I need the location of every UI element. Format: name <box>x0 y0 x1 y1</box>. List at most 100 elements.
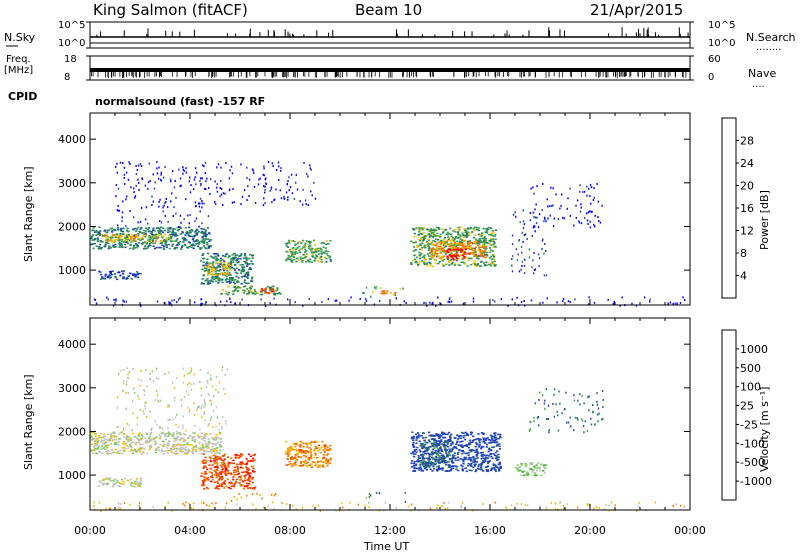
data-cell <box>480 432 483 434</box>
data-cell <box>136 169 139 171</box>
data-cell <box>475 254 478 257</box>
data-cell <box>449 437 452 439</box>
data-cell <box>217 278 220 281</box>
data-cell <box>209 399 211 402</box>
data-cell <box>237 261 241 263</box>
power-ytick-label: 4000 <box>58 133 86 146</box>
data-cell <box>199 179 201 182</box>
data-cell <box>476 457 479 459</box>
data-cell <box>420 461 423 463</box>
data-cell <box>179 297 181 300</box>
data-cell <box>447 238 450 241</box>
data-cell <box>430 438 433 441</box>
data-cell <box>296 257 299 260</box>
data-cell <box>253 289 256 291</box>
data-cell <box>511 255 514 258</box>
data-cell <box>497 456 500 459</box>
data-cell <box>291 455 294 458</box>
data-cell <box>97 233 100 235</box>
data-cell <box>309 450 312 452</box>
data-cell <box>545 220 547 223</box>
data-cell <box>302 451 305 454</box>
data-cell <box>204 480 207 482</box>
data-cell <box>114 276 117 279</box>
data-cell <box>334 299 336 302</box>
data-cell <box>135 450 138 452</box>
data-cell <box>218 443 221 446</box>
data-cell <box>95 437 99 440</box>
data-cell <box>412 241 415 244</box>
data-cell <box>171 245 174 247</box>
data-cell <box>455 443 458 445</box>
data-cell <box>99 271 102 273</box>
data-cell <box>106 240 109 242</box>
data-cell <box>253 488 256 490</box>
data-cell <box>175 423 177 426</box>
data-cell <box>425 302 427 305</box>
data-cell <box>104 229 107 232</box>
data-cell <box>411 431 414 434</box>
data-cell <box>427 238 430 241</box>
data-cell <box>428 252 432 254</box>
data-cell <box>230 473 233 475</box>
data-cell <box>317 253 320 255</box>
data-cell <box>115 442 118 444</box>
data-cell <box>528 256 531 259</box>
data-cell <box>193 440 196 443</box>
data-cell <box>477 244 480 247</box>
data-cell <box>115 165 117 168</box>
data-cell <box>169 226 172 229</box>
data-cell <box>484 256 487 259</box>
data-cell <box>438 440 441 443</box>
data-cell <box>236 473 240 476</box>
data-cell <box>271 290 274 293</box>
data-cell <box>98 451 102 453</box>
data-cell <box>182 433 185 435</box>
data-cell <box>321 464 324 466</box>
data-cell <box>200 303 202 305</box>
data-cell <box>575 204 577 207</box>
data-cell <box>165 450 168 452</box>
data-cell <box>425 463 428 465</box>
data-cell <box>226 272 230 274</box>
data-cell <box>196 242 199 245</box>
data-cell <box>442 249 445 252</box>
data-cell <box>172 418 174 421</box>
data-cell <box>485 251 488 254</box>
freq-tick-top: 18 <box>64 54 77 65</box>
data-cell <box>183 239 186 241</box>
data-cell <box>233 257 236 260</box>
data-cell <box>495 466 499 469</box>
data-cell <box>219 433 222 435</box>
data-cell <box>432 229 435 232</box>
data-cell <box>214 454 217 457</box>
data-cell <box>187 226 191 229</box>
data-cell <box>477 452 480 454</box>
data-cell <box>535 203 537 206</box>
data-cell <box>217 485 220 488</box>
data-cell <box>246 263 249 266</box>
data-cell <box>223 387 225 390</box>
data-cell <box>532 186 534 189</box>
data-cell <box>274 198 276 201</box>
data-cell <box>318 466 322 468</box>
data-cell <box>493 466 496 469</box>
data-cell <box>329 444 332 447</box>
data-cell <box>488 448 491 450</box>
data-cell <box>317 250 320 252</box>
data-cell <box>363 292 365 294</box>
data-cell <box>99 481 102 484</box>
data-cell <box>481 232 484 235</box>
data-cell <box>139 450 142 453</box>
data-cell <box>126 434 129 437</box>
data-cell <box>585 212 588 215</box>
data-cell <box>134 480 137 483</box>
data-cell <box>95 302 98 305</box>
data-cell <box>235 267 238 269</box>
data-cell <box>432 231 435 234</box>
data-cell <box>314 256 317 259</box>
data-cell <box>224 392 226 395</box>
data-cell <box>160 450 164 452</box>
data-cell <box>118 241 121 244</box>
data-cell <box>191 451 194 453</box>
